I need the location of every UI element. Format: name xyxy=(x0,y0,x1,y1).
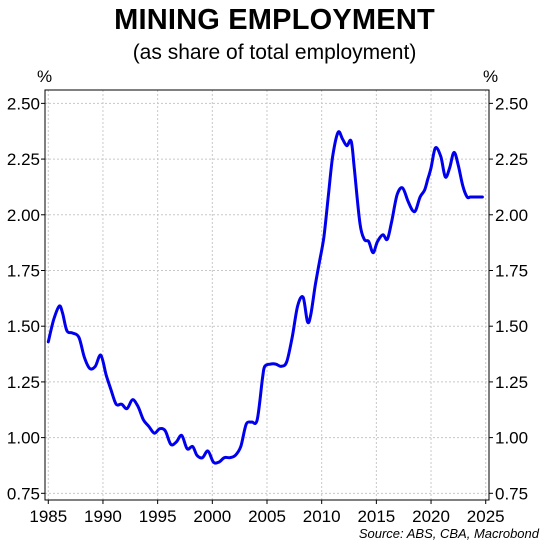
y-tick-label-right: 1.25 xyxy=(495,373,528,392)
y-tick-label-right: 1.75 xyxy=(495,261,528,280)
gridlines xyxy=(45,90,489,500)
y-tick-label-right: 2.25 xyxy=(495,150,528,169)
y-tick-label-right: 2.50 xyxy=(495,94,528,113)
x-tick-label: 2005 xyxy=(248,507,286,526)
y-tick-label-left: 1.50 xyxy=(7,317,40,336)
source-note: Source: ABS, CBA, Macrobond xyxy=(359,526,540,541)
x-tick-label: 2020 xyxy=(412,507,450,526)
y-tick-label-right: 1.50 xyxy=(495,317,528,336)
y-tick-label-left: 2.25 xyxy=(7,150,40,169)
axis-ticks: 0.75 0.75 1.00 1.00 1.25 1.25 1.50 1.50 1.75 1.75… xyxy=(7,94,528,526)
y-tick-label-left: 1.25 xyxy=(7,373,40,392)
y-tick-label-left: 2.50 xyxy=(7,94,40,113)
y-tick-label-right: 0.75 xyxy=(495,484,528,503)
x-tick-label: 2010 xyxy=(303,507,341,526)
x-tick-label: 2025 xyxy=(467,507,505,526)
y-tick-label-right: 2.00 xyxy=(495,206,528,225)
series-line-mining-share xyxy=(46,130,484,465)
y-tick-label-right: 1.00 xyxy=(495,429,528,448)
y-tick-label-left: 1.75 xyxy=(7,261,40,280)
y-unit-left: % xyxy=(37,67,52,86)
y-tick-label-left: 1.00 xyxy=(7,429,40,448)
x-tick-label: 1985 xyxy=(29,507,67,526)
y-unit-right: % xyxy=(483,67,498,86)
x-tick-label: 2015 xyxy=(357,507,395,526)
x-tick-label: 1990 xyxy=(84,507,122,526)
y-tick-label-left: 2.00 xyxy=(7,206,40,225)
chart-title: MINING EMPLOYMENT xyxy=(114,4,435,36)
y-tick-label-left: 0.75 xyxy=(7,484,40,503)
x-tick-label: 2000 xyxy=(193,507,231,526)
x-tick-label: 1995 xyxy=(139,507,177,526)
chart-subtitle: (as share of total employment) xyxy=(132,41,417,64)
